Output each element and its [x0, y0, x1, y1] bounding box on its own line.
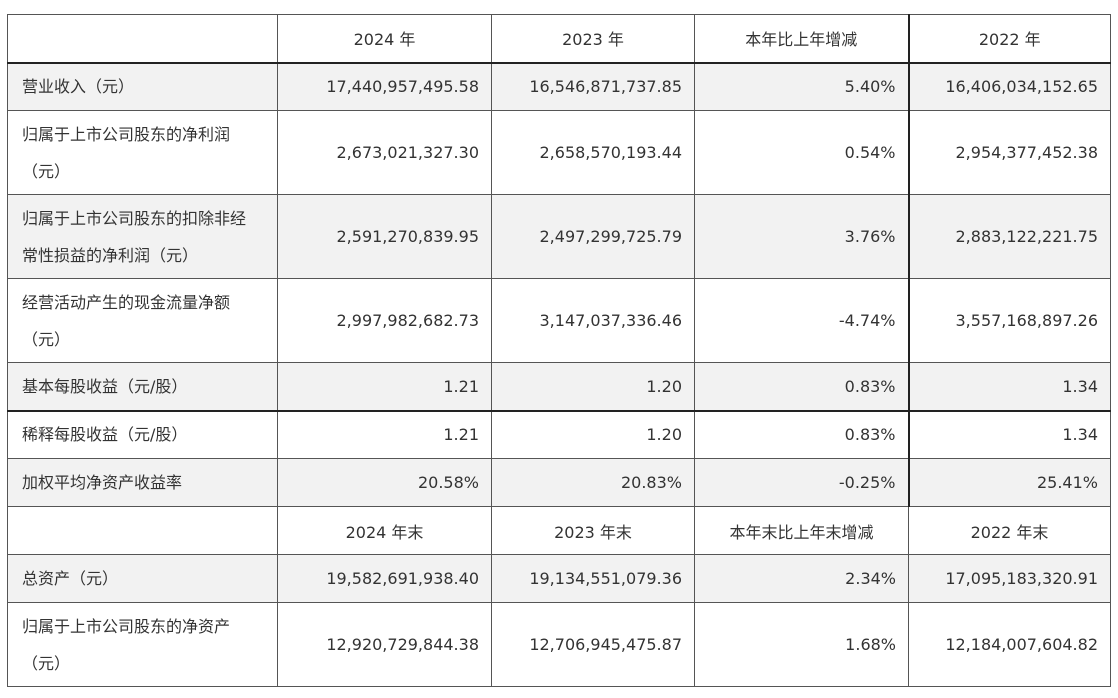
- value-2023: 3,147,037,336.46: [491, 278, 695, 363]
- value-2023: 2,497,299,725.79: [491, 194, 695, 279]
- row-label: 归属于上市公司股东的净资产 （元）: [7, 602, 278, 687]
- row-label: 加权平均净资产收益率: [7, 458, 278, 507]
- value-2023: 1.20: [491, 409, 695, 459]
- table-row: 加权平均净资产收益率 20.58% 20.83% -0.25% 25.41%: [7, 458, 1111, 507]
- row-label-line1: 经营活动产生的现金流量净额: [22, 292, 231, 312]
- table-row: 基本每股收益（元/股） 1.21 1.20 0.83% 1.34: [7, 362, 1111, 411]
- row-label-line1: 归属于上市公司股东的净利润: [22, 124, 231, 144]
- header-2022: 2022 年: [907, 14, 1111, 63]
- value-2022: 12,184,007,604.82: [908, 602, 1111, 687]
- header-2022-yearend: 2022 年末: [908, 506, 1111, 555]
- value-2022: 1.34: [907, 362, 1111, 411]
- header-row-yearend: 2024 年末 2023 年末 本年末比上年末增减 2022 年末: [7, 506, 1111, 555]
- row-label-line2: （元）: [22, 161, 71, 181]
- value-change: 0.83%: [694, 409, 909, 459]
- row-label-line2: （元）: [22, 653, 71, 673]
- value-2022: 16,406,034,152.65: [907, 61, 1111, 111]
- value-2023: 2,658,570,193.44: [491, 110, 695, 195]
- value-2024: 17,440,957,495.58: [277, 61, 492, 111]
- row-label-line2: （元）: [22, 329, 71, 349]
- header-row-annual: 2024 年 2023 年 本年比上年增减 2022 年: [7, 14, 1111, 63]
- table-row: 营业收入（元） 17,440,957,495.58 16,546,871,737…: [7, 61, 1111, 111]
- value-2024: 2,591,270,839.95: [277, 194, 492, 279]
- header-2024-yearend: 2024 年末: [277, 506, 492, 555]
- value-2024: 20.58%: [277, 458, 492, 507]
- value-2023: 16,546,871,737.85: [491, 61, 695, 111]
- row-label: 稀释每股收益（元/股）: [7, 409, 278, 459]
- value-2022: 17,095,183,320.91: [908, 554, 1111, 603]
- value-2024: 2,997,982,682.73: [277, 278, 492, 363]
- value-change: -0.25%: [694, 458, 909, 507]
- table-row: 归属于上市公司股东的净利润 （元） 2,673,021,327.30 2,658…: [7, 110, 1111, 195]
- table-row: 稀释每股收益（元/股） 1.21 1.20 0.83% 1.34: [7, 409, 1111, 459]
- value-change: 5.40%: [694, 61, 909, 111]
- row-label-line1: 归属于上市公司股东的扣除非经: [22, 208, 247, 228]
- value-change: 0.83%: [694, 362, 909, 411]
- row-label: 营业收入（元）: [7, 61, 278, 111]
- value-2024: 19,582,691,938.40: [277, 554, 492, 603]
- header-2023-yearend: 2023 年末: [491, 506, 695, 555]
- table-row: 经营活动产生的现金流量净额 （元） 2,997,982,682.73 3,147…: [7, 278, 1111, 363]
- value-2022: 2,954,377,452.38: [907, 110, 1111, 195]
- financial-summary-table: 2024 年 2023 年 本年比上年增减 2022 年 营业收入（元） 17,…: [7, 14, 1111, 687]
- row-label: 归属于上市公司股东的扣除非经 常性损益的净利润（元）: [7, 194, 278, 279]
- value-2023: 20.83%: [491, 458, 695, 507]
- value-change: 3.76%: [694, 194, 909, 279]
- value-2024: 1.21: [277, 409, 492, 459]
- value-2022: 2,883,122,221.75: [907, 194, 1111, 279]
- row-label-line2: 常性损益的净利润（元）: [22, 245, 199, 265]
- table-row: 归属于上市公司股东的扣除非经 常性损益的净利润（元） 2,591,270,839…: [7, 194, 1111, 279]
- row-label: 经营活动产生的现金流量净额 （元）: [7, 278, 278, 363]
- header-2023: 2023 年: [491, 14, 695, 63]
- value-2024: 2,673,021,327.30: [277, 110, 492, 195]
- row-label: 归属于上市公司股东的净利润 （元）: [7, 110, 278, 195]
- header-2024: 2024 年: [277, 14, 492, 63]
- value-2022: 3,557,168,897.26: [907, 278, 1111, 363]
- row-label: 基本每股收益（元/股）: [7, 362, 278, 411]
- value-2024: 1.21: [277, 362, 492, 411]
- value-2022: 25.41%: [907, 458, 1111, 507]
- row-label-line1: 归属于上市公司股东的净资产: [22, 616, 231, 636]
- header-empty-cell: [7, 14, 278, 63]
- value-change: 0.54%: [694, 110, 909, 195]
- header-change-yearend: 本年末比上年末增减: [694, 506, 909, 555]
- value-2023: 19,134,551,079.36: [491, 554, 695, 603]
- header-empty-cell: [7, 506, 278, 555]
- row-label: 总资产（元）: [7, 554, 278, 603]
- value-2022: 1.34: [907, 409, 1111, 459]
- value-2024: 12,920,729,844.38: [277, 602, 492, 687]
- value-change: 1.68%: [694, 602, 909, 687]
- value-2023: 1.20: [491, 362, 695, 411]
- value-change: 2.34%: [694, 554, 909, 603]
- value-change: -4.74%: [694, 278, 909, 363]
- header-change: 本年比上年增减: [694, 14, 909, 63]
- table-row: 归属于上市公司股东的净资产 （元） 12,920,729,844.38 12,7…: [7, 602, 1111, 687]
- table-row: 总资产（元） 19,582,691,938.40 19,134,551,079.…: [7, 554, 1111, 603]
- value-2023: 12,706,945,475.87: [491, 602, 695, 687]
